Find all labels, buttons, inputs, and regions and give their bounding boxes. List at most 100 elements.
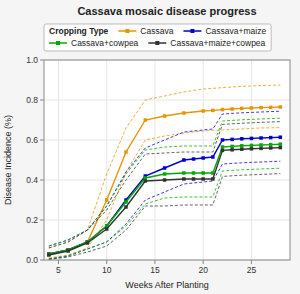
- marker: [86, 240, 90, 244]
- plot-frame: [44, 60, 290, 260]
- tick: [106, 260, 107, 264]
- marker: [269, 146, 273, 150]
- tick: [203, 260, 204, 264]
- marker: [182, 171, 186, 175]
- marker: [201, 109, 205, 113]
- series: [47, 118, 282, 259]
- legend-item: Cassava: [118, 26, 173, 36]
- marker: [221, 149, 225, 153]
- legend-label: Cassava: [140, 26, 173, 36]
- marker: [86, 240, 90, 244]
- marker: [201, 156, 205, 160]
- marker: [182, 111, 186, 115]
- marker: [192, 157, 196, 161]
- marker: [105, 198, 109, 202]
- series: [47, 122, 282, 260]
- legend-marker: [125, 29, 129, 33]
- grid-line: [251, 60, 252, 260]
- marker: [250, 106, 254, 110]
- y-axis-label: Disease Incidence (%): [3, 115, 13, 205]
- tick: [251, 260, 252, 264]
- legend: Cropping TypeCassavaCassava+maizeCassava…: [44, 24, 271, 51]
- marker: [259, 147, 263, 151]
- title: Cassava mosaic disease progress: [77, 5, 256, 17]
- marker: [279, 146, 283, 150]
- marker: [201, 171, 205, 175]
- marker: [144, 179, 148, 183]
- marker: [182, 158, 186, 162]
- marker: [144, 118, 148, 122]
- grid-line: [203, 60, 204, 260]
- marker: [221, 145, 225, 149]
- line: [49, 144, 281, 254]
- tick: [58, 260, 59, 264]
- marker: [240, 147, 244, 151]
- tick-label: 0.0: [26, 255, 38, 265]
- marker: [86, 240, 90, 244]
- tick-label: 10: [102, 265, 112, 275]
- tick: [40, 60, 44, 61]
- legend-marker: [56, 41, 60, 45]
- ci-line: [49, 118, 281, 246]
- marker: [230, 107, 234, 111]
- marker: [279, 105, 283, 109]
- tick-label: 0.2: [26, 215, 38, 225]
- series: [47, 111, 282, 259]
- marker: [182, 177, 186, 181]
- marker: [230, 138, 234, 142]
- tick: [40, 260, 44, 261]
- marker: [144, 176, 148, 180]
- marker: [192, 177, 196, 181]
- tick-label: 0.8: [26, 95, 38, 105]
- legend-marker: [190, 29, 194, 33]
- marker: [230, 145, 234, 149]
- ci-line: [49, 122, 281, 248]
- data-layer: [47, 85, 282, 259]
- legend-title: Cropping Type: [49, 26, 109, 36]
- legend-frame: [44, 24, 271, 51]
- tick-label: 25: [247, 265, 257, 275]
- legend-label: Cassava+maize+cowpea: [170, 38, 265, 48]
- marker: [211, 177, 215, 181]
- tick: [40, 100, 44, 101]
- line: [49, 148, 281, 255]
- marker: [269, 136, 273, 140]
- marker: [105, 227, 109, 231]
- grid: [44, 60, 290, 260]
- ci-line: [49, 85, 281, 248]
- marker: [259, 143, 263, 147]
- marker: [163, 178, 167, 182]
- marker: [230, 148, 234, 152]
- marker: [240, 107, 244, 111]
- tick-label: 1.0: [26, 55, 38, 65]
- marker: [163, 172, 167, 176]
- x-axis-label: Weeks After Planting: [125, 280, 208, 290]
- marker: [269, 106, 273, 110]
- tick-label: 15: [150, 265, 160, 275]
- marker: [124, 205, 128, 209]
- grid-line: [44, 220, 290, 221]
- chart: Cassava mosaic disease progress Cropping …: [0, 0, 300, 294]
- legend-marker: [155, 41, 159, 45]
- marker: [250, 137, 254, 141]
- marker: [163, 114, 167, 118]
- marker: [279, 142, 283, 146]
- tick-label: 5: [56, 265, 61, 275]
- marker: [66, 249, 70, 253]
- tick: [40, 220, 44, 221]
- marker: [221, 108, 225, 112]
- marker: [47, 253, 51, 257]
- tick: [154, 260, 155, 264]
- marker: [47, 252, 51, 256]
- marker: [47, 252, 51, 256]
- marker: [259, 106, 263, 110]
- marker: [250, 144, 254, 148]
- marker: [201, 177, 205, 181]
- legend-item: Cassava+maize+cowpea: [148, 38, 265, 48]
- marker: [259, 136, 263, 140]
- marker: [250, 147, 254, 151]
- ci-line: [49, 111, 281, 246]
- tick-label: 20: [198, 265, 208, 275]
- ci-line: [49, 174, 281, 260]
- marker: [221, 138, 225, 142]
